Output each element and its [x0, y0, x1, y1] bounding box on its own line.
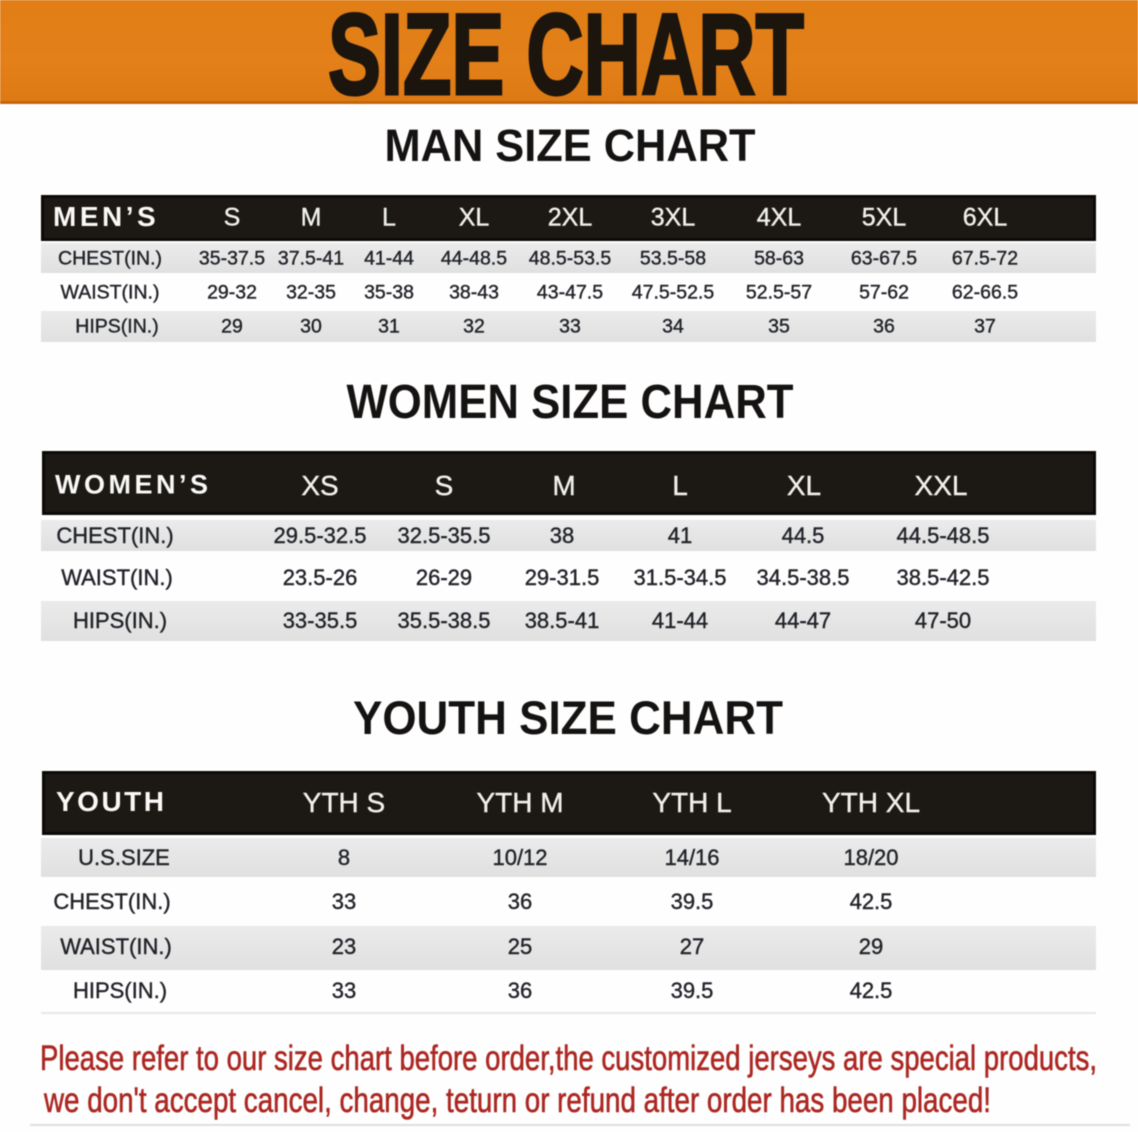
svg-text:SIZE CHART: SIZE CHART: [328, 0, 804, 110]
svg-text:Please refer to our size chart: Please refer to our size chart before or…: [40, 1039, 1097, 1078]
svg-text:we don't accept cancel, change: we don't accept cancel, change, teturn o…: [43, 1081, 991, 1120]
svg-text:WOMEN SIZE CHART: WOMEN SIZE CHART: [347, 376, 794, 429]
svg-text:MAN SIZE CHART: MAN SIZE CHART: [385, 120, 756, 171]
svg-text:YOUTH SIZE CHART: YOUTH SIZE CHART: [353, 691, 783, 744]
